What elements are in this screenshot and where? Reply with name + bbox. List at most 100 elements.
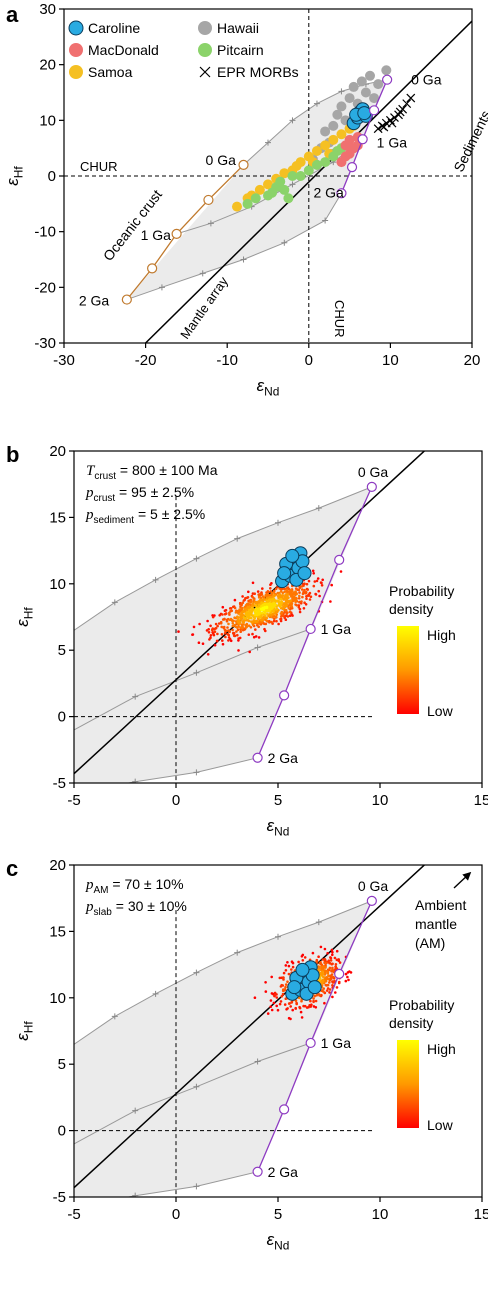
- panel-a-epr-morb-point: [373, 124, 383, 134]
- panel-b-density-point: [339, 570, 343, 573]
- panel-c-ytick-label: 5: [58, 1056, 66, 1073]
- panel-b-sediment-path-node: [252, 752, 263, 763]
- panel-b-density-point: [305, 587, 309, 591]
- panel-b-density-point: [298, 591, 301, 594]
- panel-b-mixing-curve: [125, 757, 258, 783]
- panel-a-chur-v-label: CHUR: [332, 300, 347, 338]
- panel-b-colorbar-high: High: [427, 627, 456, 643]
- panel-b-density-point: [245, 622, 249, 626]
- panel-c-density-point: [334, 991, 337, 994]
- panel-a-samoa-point: [291, 160, 302, 171]
- panel-a-hawaii-point: [360, 87, 371, 98]
- panel-c-density-point: [323, 1001, 326, 1005]
- panel-c-density-point: [323, 961, 326, 964]
- panel-c-density-point: [322, 987, 326, 990]
- panel-c-density-point: [279, 1000, 283, 1003]
- panel-a-oceanic-crust-path-node: [121, 294, 132, 305]
- panel-b-density-point: [229, 607, 233, 610]
- panel-letter-b: b: [6, 442, 19, 467]
- panel-b-density-point: [301, 595, 304, 599]
- panel-c-density-point: [280, 994, 284, 998]
- panel-c-density-point: [338, 961, 342, 964]
- panel-b-density-point: [222, 625, 226, 629]
- panel-a-legend-label: Hawaii: [217, 20, 259, 36]
- panel-b-density-point: [319, 581, 323, 584]
- panel-c-density-point: [266, 1012, 270, 1015]
- panel-b-density-point: [225, 619, 229, 623]
- panel-a-ylabel: εHf: [3, 166, 25, 186]
- panel-b-density-point: [260, 611, 264, 615]
- panel-b-density-point: [275, 600, 279, 603]
- clippanel-c-area: [74, 865, 426, 1197]
- panel-b-density-point: [228, 613, 231, 616]
- panel-b-density-point: [284, 599, 288, 602]
- panel-c-density-point: [281, 992, 285, 996]
- panel-c-density-point: [325, 989, 329, 992]
- panel-a-legend-marker: [69, 65, 83, 79]
- panel-a-epr-morb-point: [394, 110, 403, 120]
- panel-c-density-point: [327, 974, 330, 977]
- panel-b-density-point: [283, 590, 287, 593]
- panel-c-density-point: [326, 952, 329, 955]
- panel-b-sediment-path-node: [366, 481, 377, 492]
- panel-b-density-point: [209, 624, 212, 628]
- panel-c-mixing-tick: [132, 1192, 139, 1197]
- panel-b-ytick-label: 5: [58, 642, 66, 659]
- panel-a-samoa-point: [311, 145, 322, 156]
- panel-c-density-point: [300, 1016, 304, 1019]
- panel-b-density-point: [275, 619, 278, 623]
- panel-b-density-point: [258, 609, 262, 613]
- panel-c-density-point: [329, 959, 333, 962]
- panel-c-colorbar-high: High: [427, 1041, 456, 1057]
- panel-c-density-point: [264, 990, 268, 993]
- panel-c-ytick-label: -5: [53, 1189, 66, 1206]
- panel-c-density-point: [330, 948, 334, 952]
- panel-b-density-point: [201, 642, 205, 645]
- panel-b-density-point: [223, 632, 227, 635]
- panel-b-density-point: [259, 618, 263, 622]
- panel-b-density-point: [256, 590, 260, 593]
- panel-a-xlabel: εNd: [257, 376, 280, 398]
- panel-b-density-point: [307, 579, 311, 583]
- panel-a-ytick-label: 30: [39, 1, 56, 18]
- panel-c-density-point: [284, 969, 288, 972]
- panel-a-xtick-label: 20: [464, 352, 481, 369]
- panel-c-density-point: [270, 975, 274, 979]
- panel-a-pitcairn-point: [275, 176, 286, 187]
- panel-a-pitcairn-point: [242, 198, 253, 209]
- panel-c-density-point: [286, 980, 289, 983]
- panel-b-mixing-tick: [193, 669, 200, 676]
- panel-a-ytick-label: -20: [34, 279, 56, 296]
- panel-b-density-point: [274, 608, 278, 611]
- panel-c-density-point: [275, 993, 278, 996]
- panel-a-mantle-array-line: [145, 19, 472, 343]
- panel-a-xtick-label: 0: [305, 352, 313, 369]
- panel-a-mixing-tick: [240, 256, 247, 263]
- panel-a-plot: 0 Ga 1 Ga 2 Ga 0 Ga 1 Ga 2 Ga -30 -20 -10 0 10 20 -3…: [3, 1, 481, 398]
- panel-a-pitcairn-point: [303, 165, 314, 176]
- panel-c-density-point: [313, 994, 317, 998]
- panel-b-density-point: [282, 598, 286, 601]
- panel-b-density-point: [296, 588, 299, 591]
- panel-c-density-point: [323, 947, 327, 951]
- panel-a-hawaii-point: [365, 70, 375, 81]
- panel-b-mixing-tick: [275, 519, 281, 526]
- panel-b-density-point: [238, 636, 242, 640]
- panel-c-density-point: [319, 945, 323, 949]
- panel-c-density-point: [272, 1001, 276, 1005]
- panel-c-xlabel: εNd: [267, 1230, 290, 1252]
- panel-c-density-point: [344, 979, 348, 983]
- panel-b-density-point: [320, 584, 324, 587]
- panel-c-density-point: [300, 955, 304, 958]
- panel-b-ytick-label: -5: [53, 775, 66, 792]
- panel-c-density-point: [317, 955, 320, 958]
- panel-b-density-point: [255, 624, 259, 627]
- panel-c-density-point: [270, 1008, 274, 1012]
- panel-a-legend-marker: [199, 66, 211, 78]
- panel-c-mixing-curve: [125, 1171, 258, 1197]
- panel-b-density-point: [282, 605, 285, 608]
- panel-b-density-point: [284, 618, 288, 621]
- panel-b-density-point: [314, 592, 317, 596]
- panel-b-density-point: [197, 641, 201, 644]
- panel-b-density-point: [214, 622, 218, 626]
